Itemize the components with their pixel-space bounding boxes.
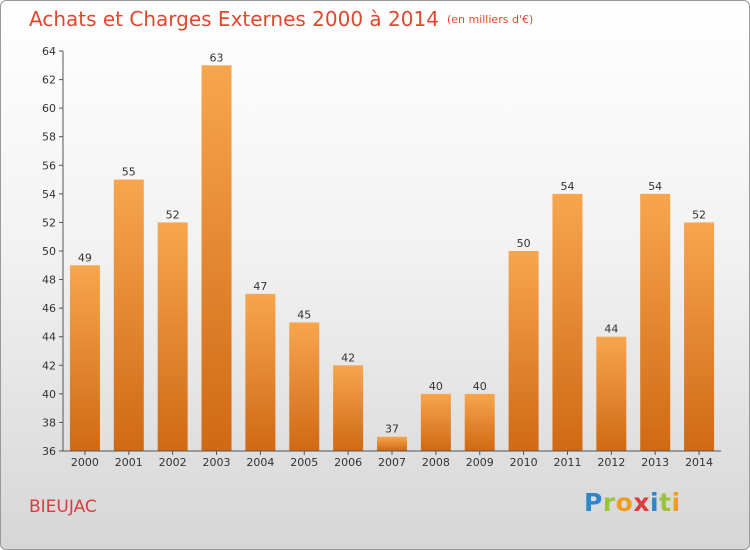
logo-letter-4: i [650, 488, 660, 517]
y-tick-label-36: 36 [42, 445, 56, 458]
x-tick-label-2000: 2000 [71, 456, 99, 469]
x-tick-label-2005: 2005 [290, 456, 318, 469]
x-tick-label-2003: 2003 [203, 456, 231, 469]
y-tick-label-54: 54 [42, 188, 56, 201]
bar-2007 [377, 436, 407, 451]
y-tick-label-62: 62 [42, 74, 56, 87]
data-label-2001: 55 [122, 166, 136, 179]
x-tick-label-2011: 2011 [553, 456, 581, 469]
y-tick-label-58: 58 [42, 131, 56, 144]
y-tick-label-48: 48 [42, 274, 56, 287]
data-label-2008: 40 [429, 380, 443, 393]
bar-2000 [69, 265, 100, 451]
logo-letter-1: r [602, 488, 616, 517]
y-tick-label-46: 46 [42, 302, 56, 315]
bar-2004 [245, 293, 276, 451]
logo-letter-2: o [615, 488, 634, 517]
x-tick-label-2002: 2002 [159, 456, 187, 469]
commune-name: BIEUJAC [29, 497, 97, 517]
bar-2006 [333, 365, 364, 451]
data-label-2012: 44 [604, 323, 618, 336]
proxiti-logo: Proxiti [584, 488, 681, 517]
data-label-2005: 45 [297, 308, 311, 321]
x-tick-label-2012: 2012 [597, 456, 625, 469]
bar-2008 [420, 393, 451, 451]
x-tick-label-2010: 2010 [510, 456, 538, 469]
bar-2013 [640, 193, 671, 451]
data-label-2010: 50 [517, 237, 531, 250]
data-label-2006: 42 [341, 351, 355, 364]
bar-2002 [157, 222, 188, 451]
bar-2003 [201, 65, 232, 452]
data-label-2000: 49 [78, 251, 92, 264]
data-label-2003: 63 [210, 51, 224, 64]
x-tick-label-2004: 2004 [246, 456, 274, 469]
x-tick-label-2014: 2014 [685, 456, 713, 469]
bars-layer: 49 55 52 63 47 45 42 37 40 40 50 54 44 54 52 [69, 51, 715, 452]
data-label-2011: 54 [560, 180, 574, 193]
logo-letter-5: t [659, 488, 672, 517]
x-tick-label-2009: 2009 [466, 456, 494, 469]
x-tick-label-2007: 2007 [378, 456, 406, 469]
data-label-2009: 40 [473, 380, 487, 393]
chart-title: Achats et Charges Externes 2000 à 2014 (e… [29, 7, 533, 31]
data-label-2014: 52 [692, 208, 706, 221]
x-tick-label-2008: 2008 [422, 456, 450, 469]
y-tick-label-52: 52 [42, 216, 56, 229]
bar-2001 [113, 179, 144, 452]
y-tick-label-38: 38 [42, 416, 56, 429]
bar-2011 [552, 193, 583, 451]
x-tick-label-2001: 2001 [115, 456, 143, 469]
data-label-2007: 37 [385, 423, 399, 436]
data-label-2002: 52 [166, 208, 180, 221]
chart-title-text: Achats et Charges Externes 2000 à 2014 [29, 7, 439, 31]
bar-2009 [464, 393, 495, 451]
bar-2010 [508, 251, 539, 451]
y-tick-label-40: 40 [42, 388, 56, 401]
y-tick-label-42: 42 [42, 359, 56, 372]
bar-2005 [289, 322, 320, 451]
y-tick-label-60: 60 [42, 102, 56, 115]
logo-letter-6: i [671, 488, 681, 517]
x-tick-label-2006: 2006 [334, 456, 362, 469]
y-tick-label-44: 44 [42, 331, 56, 344]
chart-unit-label: (en milliers d'€) [446, 13, 534, 26]
data-label-2013: 54 [648, 180, 662, 193]
axes-layer: 2000 2001 2002 2003 2004 2005 2006 2007 2008 2009… [42, 45, 721, 469]
y-tick-label-50: 50 [42, 245, 56, 258]
logo-letter-0: P [584, 488, 603, 517]
logo-letter-3: x [633, 488, 650, 517]
bar-2014 [684, 222, 715, 451]
data-label-2004: 47 [253, 280, 267, 293]
bar-2012 [596, 336, 627, 451]
y-tick-label-56: 56 [42, 159, 56, 172]
y-tick-label-64: 64 [42, 45, 56, 58]
x-tick-label-2013: 2013 [641, 456, 669, 469]
